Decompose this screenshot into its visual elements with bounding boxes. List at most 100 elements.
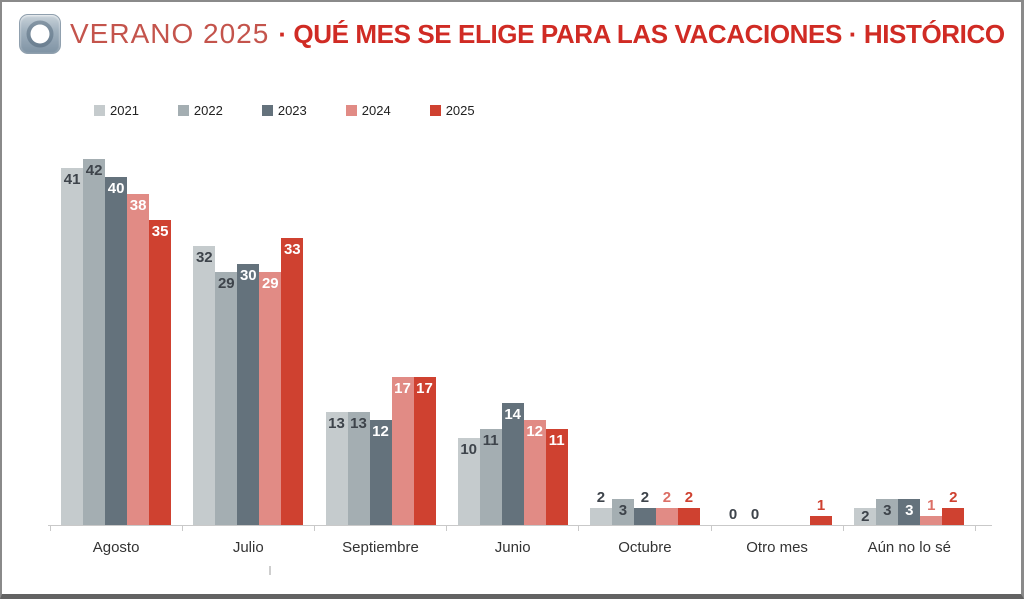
legend-label: 2022 [193,103,223,118]
value-label: 30 [239,266,257,284]
value-label: 2 [949,488,958,506]
legend-swatch-icon [345,105,357,116]
brand-title: VERANO 2025 [70,18,270,49]
legend-swatch-icon [177,105,189,116]
category-label: Septiembre [342,539,419,556]
value-label: 0 [750,506,760,523]
value-label: 2 [596,488,606,506]
bar-2024 [655,507,678,525]
axis-tick [49,526,51,531]
bar-2025 [149,220,172,525]
value-label: 13 [328,414,345,432]
bar-2021 [854,507,877,525]
page-title: · QUÉ MES SE ELIGE PARA LAS VACACIONES ·… [278,18,1005,49]
legend-swatch-icon [94,105,105,116]
bar-2023 [501,403,524,525]
axis-tick [578,526,580,531]
value-label: 14 [504,406,522,424]
axis-tick [313,526,315,531]
value-label: 2 [640,488,650,506]
footnote-mark [269,566,271,575]
legend-item-2023: 2023 [261,103,307,118]
bar-2021 [61,167,84,525]
value-label: 12 [372,423,389,441]
value-label: 11 [548,432,565,450]
bar-2021 [457,437,480,525]
value-label: 12 [526,423,544,441]
legend-label: 2024 [361,103,391,118]
value-label: 3 [618,501,628,519]
bar-2025 [545,429,568,525]
axis-tick [842,526,844,531]
bar-chart: Agosto Julio Septiembre Junio Octubre Otro me… [48,142,992,556]
value-label: 10 [460,440,478,458]
value-label: 38 [129,197,147,215]
x-axis-line [48,525,992,526]
bar-2021 [193,246,216,525]
legend-swatch-icon [429,105,441,116]
bar-2024 [920,516,943,525]
value-label: 1 [927,497,936,515]
bar-2022 [876,498,899,525]
bar-2025 [413,376,436,525]
value-label: 3 [905,501,914,519]
bar-2022 [347,411,370,525]
header: VERANO 2025 · QUÉ MES SE ELIGE PARA LAS … [19,14,1005,54]
category-label: Julio [232,539,264,556]
value-label: 2 [684,488,694,506]
legend-label: 2025 [445,103,475,118]
category-label: Junio [494,539,531,556]
value-label: 29 [217,275,235,293]
chart-legend: 2021 2022 2023 2024 2025 [94,103,475,118]
value-label: 42 [85,162,103,180]
legend-label: 2021 [110,103,139,118]
bar-2023 [898,498,921,525]
bar-2022 [611,498,634,525]
bar-2025 [677,507,700,525]
bar-2022 [215,272,238,525]
bar-2025 [942,507,965,525]
value-label: 32 [195,249,213,267]
legend-item-2024: 2024 [345,103,391,118]
category-label: Agosto [92,539,140,556]
bar-2024 [523,420,546,525]
bar-2024 [259,272,282,525]
axis-tick [710,526,712,531]
legend-item-2021: 2021 [94,103,139,118]
legend-label: 2023 [277,103,307,118]
value-label: 33 [283,240,301,258]
axis-tick [974,526,976,531]
bar-2023 [237,263,260,525]
value-label: 17 [394,379,411,397]
bar-2021 [589,507,612,525]
bar-2024 [391,376,414,525]
bar-2022 [83,159,106,525]
legend-swatch-icon [261,105,273,116]
bar-2025 [810,516,833,525]
bar-2023 [369,420,392,525]
value-label: 1 [816,497,826,515]
category-label: Octubre [618,539,672,556]
value-label: 0 [728,506,738,523]
value-label: 11 [482,432,499,450]
value-label: 41 [63,170,81,188]
axis-tick [181,526,183,531]
value-label: 2 [861,508,870,525]
legend-item-2025: 2025 [429,103,475,118]
category-label: Otro mes [746,539,808,556]
value-label: 29 [261,275,279,293]
bar-2021 [325,411,348,525]
value-label: 13 [350,414,367,432]
value-label: 35 [151,223,169,241]
bar-2023 [105,176,128,525]
bar-2022 [479,429,502,525]
bar-2024 [127,194,150,525]
value-label: 40 [107,179,125,197]
bar-2023 [633,507,656,525]
value-label: 2 [662,488,672,506]
value-label: 3 [883,501,892,519]
legend-item-2022: 2022 [177,103,223,118]
category-label: Aún no lo sé [867,539,951,556]
app-logo-icon [19,14,61,54]
